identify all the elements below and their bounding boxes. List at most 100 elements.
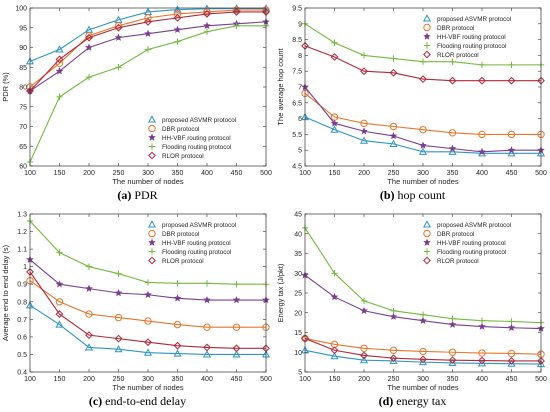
legend: proposed ASVMR protocol DBR protocol HH-VB…: [422, 220, 511, 265]
x-tick-label: 400: [201, 170, 213, 177]
data-point: [359, 355, 369, 364]
data-point: [389, 356, 398, 364]
series-line: [29, 280, 266, 328]
data-point: [55, 280, 64, 288]
data-point: [56, 93, 63, 101]
data-point: [173, 294, 182, 302]
x-tick-label: 350: [172, 376, 184, 383]
data-point: [114, 334, 123, 343]
legend-marker: [148, 143, 156, 150]
legend-label: Flooding routing protocol: [437, 43, 506, 50]
y-axis-label: Energy tax (J/pkt): [276, 263, 285, 322]
plot-frame: [304, 7, 542, 167]
caption-pdr: (a) PDR: [0, 188, 275, 203]
x-axis-label: The number of nodes: [112, 177, 184, 186]
data-point: [85, 331, 93, 340]
legend-marker: [423, 23, 431, 32]
series-line: [29, 271, 266, 349]
y-tick-label: 5.5: [292, 132, 302, 139]
legend: proposed ASVMR protocol DBR protocol HH-VB…: [422, 14, 511, 59]
data-point: [232, 323, 241, 331]
data-point: [203, 10, 211, 18]
data-point: [390, 55, 397, 62]
x-tick-label: 150: [54, 170, 66, 177]
x-tick-label: 350: [172, 170, 184, 177]
legend-label: proposed ASVMR protocol: [437, 16, 511, 23]
data-point: [360, 297, 368, 305]
y-tick-label: 100: [15, 6, 27, 13]
y-tick-label: 0.7: [17, 317, 27, 324]
caption-delay: (c) end-to-end delay: [0, 394, 275, 409]
legend-label: proposed ASVMR protocol: [162, 222, 236, 229]
data-point: [507, 146, 516, 154]
chart-panel-delay: 0.4 0.5 0.6 0.7 0.8 0.9 1 1.1 1.2 1.3 100 150 200 250…: [0, 206, 275, 412]
x-tick-label: 200: [83, 170, 95, 177]
data-point: [419, 347, 427, 356]
x-tick-label: 400: [476, 170, 488, 177]
x-tick-label: 350: [447, 170, 459, 177]
data-point: [478, 322, 486, 330]
data-point: [144, 17, 152, 26]
data-point: [478, 76, 486, 85]
data-point: [419, 125, 427, 134]
data-point: [232, 296, 241, 304]
y-tick-label: 45: [294, 212, 302, 219]
legend-label: Flooding routing protocol: [162, 144, 231, 151]
data-point: [144, 46, 152, 53]
data-point: [232, 6, 241, 14]
legend: proposed ASVMR protocol DBR protocol HH-VB…: [147, 220, 236, 265]
legend-marker: [147, 220, 157, 228]
data-point: [508, 61, 515, 69]
data-point: [174, 280, 181, 287]
caption-text: end-to-end delay: [105, 394, 187, 408]
x-tick-label: 450: [231, 376, 243, 383]
y-tick-label: 75: [19, 104, 27, 111]
legend-marker: [423, 256, 431, 265]
data-point: [173, 10, 182, 18]
legend-marker: [423, 42, 431, 49]
data-point: [173, 25, 182, 33]
data-point: [85, 33, 93, 42]
data-point: [84, 343, 94, 351]
data-point: [477, 359, 487, 367]
caption-letter: (d): [378, 394, 394, 408]
legend-label: HH-VBF routing protocol: [437, 240, 506, 247]
x-tick-label: 250: [113, 376, 125, 383]
data-point: [330, 292, 339, 301]
data-point: [330, 53, 339, 61]
data-point: [390, 307, 397, 314]
x-tick-label: 200: [358, 170, 370, 177]
data-point: [507, 359, 516, 367]
data-point: [419, 316, 427, 324]
data-point: [507, 357, 516, 365]
data-point: [203, 343, 211, 352]
x-tick-label: 500: [535, 170, 547, 177]
data-point: [331, 39, 338, 46]
legend-marker: [423, 50, 431, 59]
y-axis-label: Average end to end delay (s): [1, 244, 10, 341]
data-point: [85, 310, 93, 318]
data-point: [360, 306, 368, 314]
y-tick-label: 0.9: [17, 282, 27, 289]
y-tick-label: 7: [298, 85, 302, 92]
data-point: [144, 29, 152, 37]
data-point: [449, 315, 456, 322]
data-point: [55, 45, 64, 53]
data-point: [115, 270, 122, 277]
legend-marker: [423, 32, 431, 40]
data-point: [85, 284, 93, 292]
data-point: [144, 14, 152, 22]
series-line: [304, 45, 541, 82]
data-point: [507, 149, 516, 157]
x-axis-label: The number of nodes: [387, 177, 459, 186]
y-tick-label: 8.5: [292, 37, 302, 44]
data-point: [448, 320, 457, 328]
x-tick-label: 150: [329, 170, 341, 177]
chart-panel-energy: 5 10 15 20 25 30 35 40 45 100 150 200 250 300 350 400 45…: [275, 206, 550, 412]
data-point: [203, 28, 211, 35]
data-point: [419, 355, 427, 364]
data-point: [173, 349, 182, 357]
data-point: [114, 22, 123, 30]
y-tick-label: 9: [298, 21, 302, 28]
data-point: [330, 346, 339, 355]
